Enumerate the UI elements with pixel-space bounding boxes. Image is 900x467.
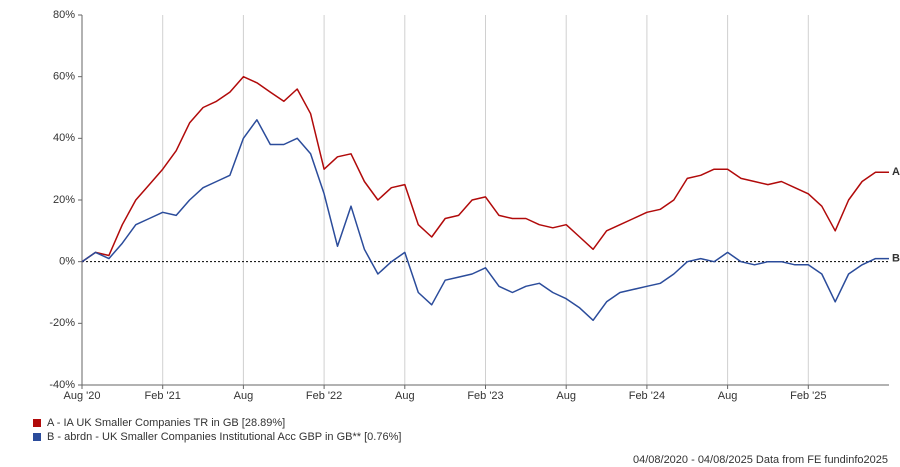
series-end-marker: A [892, 166, 900, 178]
source-note: 04/08/2020 - 04/08/2025 Data from FE fun… [633, 454, 888, 466]
x-tick-label: Feb '21 [145, 390, 181, 402]
y-tick-label: 40% [53, 132, 75, 144]
y-tick-label: -40% [49, 379, 75, 391]
legend-label: B - abrdn - UK Smaller Companies Institu… [47, 431, 401, 443]
x-tick-label: Feb '23 [467, 390, 503, 402]
y-tick-label: 80% [53, 9, 75, 21]
x-tick-label: Feb '24 [629, 390, 665, 402]
legend-swatch [33, 433, 41, 441]
y-tick-label: 60% [53, 71, 75, 83]
x-tick-label: Aug [234, 390, 254, 402]
y-tick-label: 20% [53, 194, 75, 206]
legend-label: A - IA UK Smaller Companies TR in GB [28… [47, 417, 285, 429]
series-line [81, 75, 889, 263]
series-end-marker: B [892, 252, 900, 264]
legend-swatch [33, 419, 41, 427]
x-tick-label: Aug [718, 390, 738, 402]
x-tick-label: Aug [556, 390, 576, 402]
y-tick-label: 0% [59, 256, 75, 268]
series-line [81, 119, 889, 322]
x-tick-label: Feb '22 [306, 390, 342, 402]
x-tick-label: Feb '25 [790, 390, 826, 402]
y-tick-label: -20% [49, 317, 75, 329]
x-tick-label: Aug '20 [64, 390, 101, 402]
x-tick-label: Aug [395, 390, 415, 402]
